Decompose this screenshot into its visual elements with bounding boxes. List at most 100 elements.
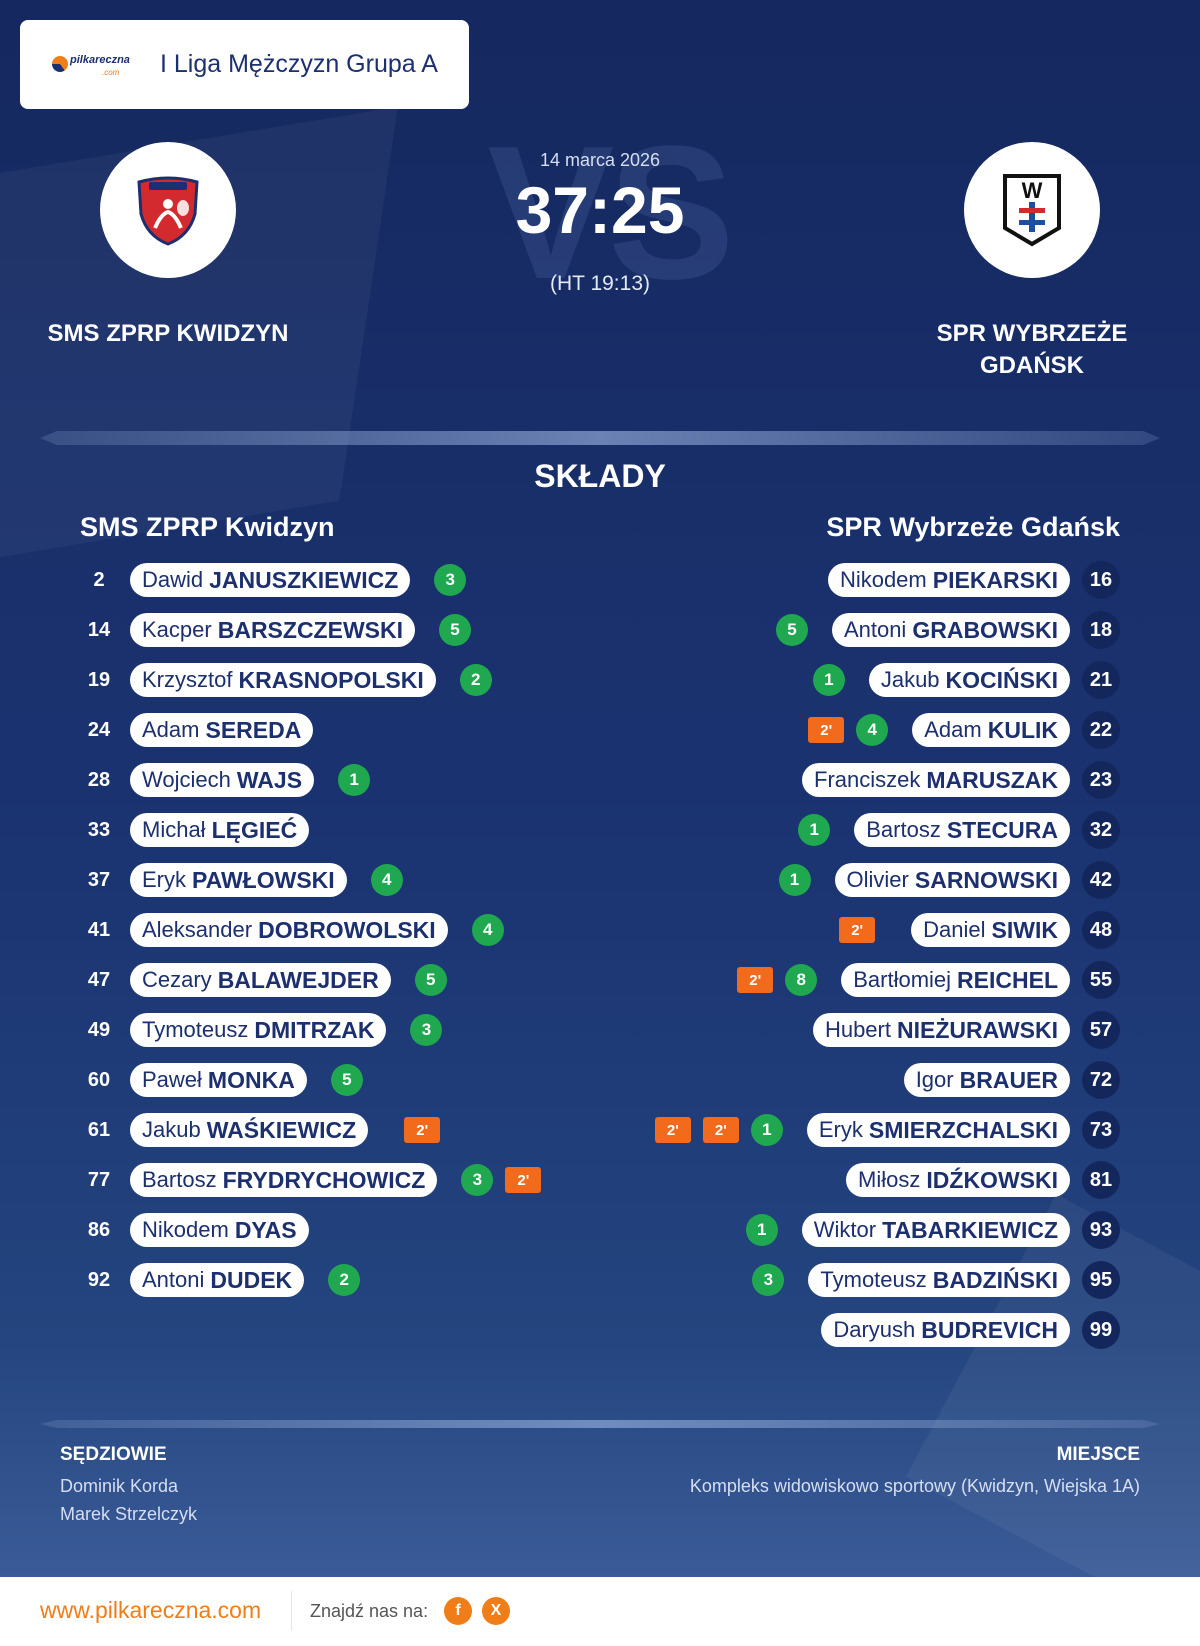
player-last-name: MARUSZAK: [926, 766, 1058, 793]
player-row: 21 Jakub KOCIŃSKI 1: [655, 655, 1120, 705]
player-last-name: BRAUER: [959, 1066, 1058, 1093]
player-name: Aleksander DOBROWOLSKI: [130, 913, 448, 947]
player-number: 22: [1082, 711, 1120, 749]
player-stats: 3: [752, 1264, 785, 1296]
player-stats: 1: [745, 1214, 778, 1246]
player-number: 72: [1082, 1061, 1120, 1099]
player-first-name: Bartosz: [142, 1167, 217, 1192]
section-divider: [40, 1420, 1160, 1428]
logo-text: pilkareczna: [70, 53, 130, 66]
player-first-name: Jakub: [142, 1117, 201, 1142]
player-stats: 3: [410, 1014, 443, 1046]
player-first-name: Tymoteusz: [142, 1017, 249, 1042]
player-number: 57: [1082, 1011, 1120, 1049]
player-number: 60: [87, 1068, 111, 1091]
player-name: Eryk PAWŁOWSKI: [130, 863, 347, 897]
player-last-name: JANUSZKIEWICZ: [209, 566, 399, 593]
player-row: 95 Tymoteusz BADZIŃSKI 3: [655, 1255, 1120, 1305]
player-number: 23: [1082, 761, 1120, 799]
player-row: 81 Miłosz IDŹKOWSKI: [655, 1155, 1120, 1205]
league-title: I Liga Mężczyzn Grupa A: [160, 50, 438, 78]
player-number: 28: [87, 768, 111, 791]
player-first-name: Antoni: [142, 1267, 205, 1292]
player-first-name: Kacper: [142, 617, 212, 642]
player-row: 37 Eryk PAWŁOWSKI 4: [80, 855, 541, 905]
player-row: 22 Adam KULIK 4 2': [655, 705, 1120, 755]
player-name: Daryush BUDREVICH: [821, 1313, 1070, 1347]
player-number: 42: [1082, 861, 1120, 899]
player-first-name: Bartosz: [866, 817, 941, 842]
player-name: Cezary BALAWEJDER: [130, 963, 391, 997]
player-name: Hubert NIEŻURAWSKI: [812, 1013, 1070, 1047]
player-last-name: FRYDRYCHOWICZ: [222, 1166, 426, 1193]
player-number: 21: [1082, 661, 1120, 699]
half-time-score: (HT 19:13): [550, 272, 650, 295]
wybrzeze-shield-icon: W: [1003, 174, 1061, 247]
player-first-name: Daniel: [923, 917, 986, 942]
ball-icon: [52, 55, 68, 72]
pilkareczna-logo[interactable]: pilkareczna .com: [50, 48, 140, 82]
player-first-name: Dawid: [142, 567, 204, 592]
player-stats: 4 2': [808, 714, 889, 746]
player-name: Antoni DUDEK: [130, 1263, 305, 1297]
player-row: 77 Bartosz FRYDRYCHOWICZ 3 2': [80, 1155, 542, 1205]
suspension-badge: 2': [702, 1117, 739, 1143]
player-name: Adam SEREDA: [130, 713, 314, 747]
player-number: 55: [1082, 961, 1120, 999]
player-first-name: Adam: [924, 717, 982, 742]
player-row: 72 Igor BRAUER: [655, 1055, 1120, 1105]
player-row: 19 Krzysztof KRASNOPOLSKI 2: [80, 655, 541, 705]
player-name: Wojciech WAJS: [130, 763, 315, 797]
player-row: 55 Bartłomiej REICHEL 8 2': [655, 955, 1120, 1005]
goals-badge: 1: [798, 814, 831, 846]
facebook-icon[interactable]: f: [444, 1597, 472, 1625]
player-stats: 2: [328, 1264, 361, 1296]
player-stats: 2: [459, 664, 492, 696]
player-stats: 3 2': [461, 1164, 542, 1196]
goals-badge: 3: [461, 1164, 494, 1196]
player-row: 2 Dawid JANUSZKIEWICZ 3: [80, 555, 541, 605]
player-last-name: KULIK: [987, 716, 1058, 743]
player-row: 86 Nikodem DYAS: [80, 1205, 541, 1255]
match-card: VS pilkareczna .com I Liga Mężczyzn Grup…: [0, 0, 1200, 1577]
player-number: 73: [1082, 1111, 1120, 1149]
player-number: 24: [87, 718, 111, 741]
away-team-name-line1: SPR WYBRZEŻE: [936, 320, 1128, 347]
suspension-badge: 2': [808, 717, 845, 743]
player-row: 14 Kacper BARSZCZEWSKI 5: [80, 605, 541, 655]
player-last-name: PIEKARSKI: [932, 566, 1058, 593]
player-name: Bartłomiej REICHEL: [841, 963, 1070, 997]
player-name: Bartosz STECURA: [854, 813, 1070, 847]
player-stats: 1: [778, 864, 811, 896]
goals-badge: 8: [785, 964, 818, 996]
website-link[interactable]: www.pilkareczna.com: [40, 1597, 262, 1623]
player-row: 48 Daniel SIWIK 2': [655, 905, 1120, 955]
player-last-name: PAWŁOWSKI: [192, 866, 335, 893]
player-row: 60 Paweł MONKA 5: [80, 1055, 541, 1105]
player-last-name: SARNOWSKI: [914, 866, 1058, 893]
player-name: Tymoteusz BADZIŃSKI: [808, 1263, 1070, 1297]
player-name: Eryk SMIERZCHALSKI: [806, 1113, 1070, 1147]
player-row: 42 Olivier SARNOWSKI 1: [655, 855, 1120, 905]
player-stats: 1: [338, 764, 371, 796]
referee-name: Dominik Korda: [60, 1476, 179, 1496]
player-number: 2: [93, 568, 105, 591]
player-number: 81: [1082, 1161, 1120, 1199]
player-first-name: Eryk: [142, 867, 186, 892]
goals-badge: 4: [856, 714, 889, 746]
player-first-name: Cezary: [142, 967, 212, 992]
player-last-name: WAJS: [236, 766, 303, 793]
venue-title: MIEJSCE: [1056, 1444, 1140, 1465]
footer: www.pilkareczna.com Znajdź nas na: f X: [0, 1577, 1200, 1646]
player-last-name: KRASNOPOLSKI: [238, 666, 424, 693]
goals-badge: 5: [439, 614, 471, 646]
x-icon[interactable]: X: [482, 1597, 510, 1625]
kwidzyn-shield-icon: [137, 176, 199, 246]
player-number: 18: [1082, 611, 1120, 649]
player-name: Daniel SIWIK: [911, 913, 1070, 947]
player-number: 49: [87, 1018, 111, 1041]
player-name: Bartosz FRYDRYCHOWICZ: [130, 1163, 438, 1197]
player-number: 86: [87, 1218, 111, 1241]
goals-badge: 3: [752, 1264, 785, 1296]
player-stats: 1: [798, 814, 831, 846]
